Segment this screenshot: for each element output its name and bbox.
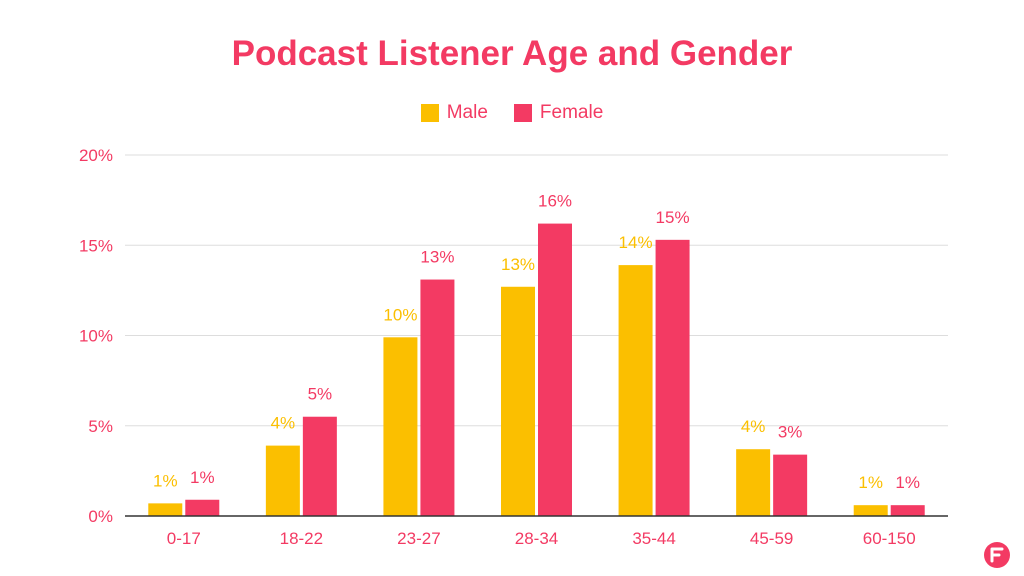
legend: Male Female <box>0 102 1024 124</box>
bar-male <box>618 265 653 516</box>
data-label-female: 1% <box>895 473 920 492</box>
bar-male <box>501 286 535 516</box>
data-label-female: 3% <box>778 423 803 442</box>
bar-female <box>302 416 337 516</box>
bar-female <box>890 505 925 516</box>
x-tick-label: 0-17 <box>167 529 201 548</box>
legend-label-female: Female <box>539 102 604 123</box>
bar-female <box>185 499 220 516</box>
y-tick-label: 5% <box>88 417 113 436</box>
data-label-male: 1% <box>153 471 178 490</box>
legend-label-male: Male <box>446 102 488 123</box>
y-tick-label: 20% <box>79 146 113 165</box>
data-label-male: 14% <box>619 233 653 252</box>
data-label-female: 15% <box>656 208 690 227</box>
brand-logo-icon <box>984 542 1010 568</box>
legend-item-male: Male <box>420 102 488 124</box>
bar-male <box>853 505 888 516</box>
data-label-male: 10% <box>383 305 417 324</box>
data-label-male: 4% <box>741 417 766 436</box>
x-tick-label: 18-22 <box>280 529 323 548</box>
legend-item-female: Female <box>513 102 604 124</box>
data-label-female: 13% <box>420 248 454 267</box>
x-tick-label: 23-27 <box>397 529 440 548</box>
bar-female <box>773 454 808 516</box>
x-tick-label: 60-150 <box>863 529 916 548</box>
bar-male <box>383 337 418 516</box>
x-tick-label: 35-44 <box>632 529 675 548</box>
data-label-male: 13% <box>501 255 535 274</box>
data-label-male: 4% <box>271 414 296 433</box>
y-tick-label: 10% <box>79 327 113 346</box>
x-tick-label: 28-34 <box>515 529 558 548</box>
legend-swatch-male <box>420 104 439 122</box>
y-tick-label: 15% <box>79 236 113 255</box>
chart-title: Podcast Listener Age and Gender <box>231 34 793 73</box>
bar-female <box>655 239 690 516</box>
data-label-female: 16% <box>538 192 572 211</box>
bar-male <box>265 445 300 516</box>
bar-male <box>148 503 183 516</box>
bar-female <box>538 223 572 516</box>
data-label-male: 1% <box>858 473 883 492</box>
bar-male <box>736 449 771 516</box>
data-label-female: 5% <box>308 385 333 404</box>
bar-female <box>420 279 455 516</box>
legend-swatch-female <box>513 104 532 122</box>
x-tick-label: 45-59 <box>750 529 793 548</box>
y-tick-label: 0% <box>88 507 113 526</box>
data-label-female: 1% <box>190 468 215 487</box>
